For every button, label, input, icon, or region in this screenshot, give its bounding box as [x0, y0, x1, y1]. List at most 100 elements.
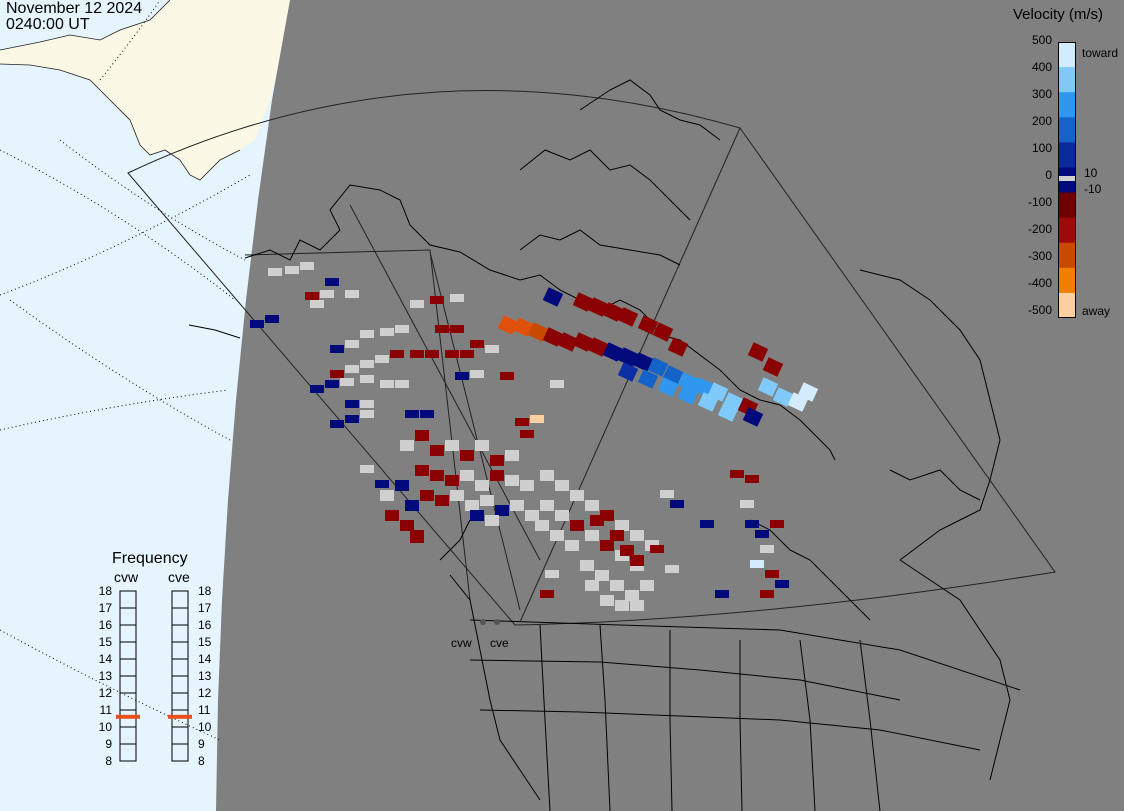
scatter-cell: [755, 530, 769, 538]
scatter-cell: [657, 377, 679, 397]
scatter-cell: [542, 327, 564, 347]
scatter-cell: [630, 600, 644, 611]
velocity-tick-label: 200: [1031, 114, 1052, 128]
scatter-cell: [617, 362, 639, 382]
scatter-cell: [610, 530, 624, 541]
colorbar-segment: [1058, 242, 1076, 269]
cve-column-label: cve: [168, 569, 190, 585]
scatter-cell: [380, 490, 394, 501]
scatter-cell: [717, 402, 739, 422]
colorbar-segment: [1058, 142, 1076, 168]
scatter-cell: [765, 570, 779, 578]
scatter-cell: [320, 290, 334, 298]
scatter-cell: [617, 307, 639, 327]
plus-ten-label: 10: [1084, 166, 1098, 180]
scatter-cell: [585, 500, 599, 511]
scatter-cell: [600, 540, 614, 551]
scatter-cell: [677, 385, 699, 405]
velocity-cells: [250, 262, 819, 611]
scatter-cell: [405, 410, 419, 418]
velocity-colorbar: [1058, 42, 1076, 318]
scatter-cell: [395, 480, 409, 491]
scatter-cell: [360, 400, 374, 408]
scatter-cell: [770, 520, 784, 528]
scatter-cell: [410, 350, 424, 358]
cve-frequency-tick: 14: [198, 652, 212, 666]
colorbar-segment: [1058, 42, 1076, 68]
colorbar-segment: [1058, 117, 1076, 143]
scatter-cell: [647, 357, 669, 377]
cvw-frequency-marker: [116, 714, 140, 719]
cve-frequency-tick: 9: [198, 737, 205, 751]
scatter-cell: [625, 590, 639, 601]
cvw-site-label: cvw: [451, 636, 472, 650]
scatter-cell: [310, 300, 324, 308]
scatter-cell: [550, 380, 564, 388]
scatter-cell: [455, 372, 469, 380]
scatter-cell: [465, 500, 479, 511]
cve-site-label: cve: [490, 636, 509, 650]
velocity-tick-label: -100: [1027, 195, 1052, 209]
scatter-cell: [460, 450, 474, 461]
cve-frequency-tick: 10: [198, 720, 212, 734]
scatter-cell: [345, 290, 359, 298]
scatter-cell: [430, 445, 444, 456]
scatter-cell: [360, 375, 374, 383]
scatter-cell: [285, 266, 299, 274]
velocity-scale-title: Velocity (m/s): [1013, 6, 1104, 23]
scatter-cell: [740, 500, 754, 508]
scatter-cell: [430, 470, 444, 481]
scatter-cell: [385, 510, 399, 521]
scatter-cell: [550, 530, 564, 541]
scatter-cell: [637, 315, 659, 335]
scatter-cell: [460, 350, 474, 358]
velocity-tick-label: -500: [1027, 303, 1052, 317]
scatter-cell: [330, 345, 344, 353]
date-label: November 12 2024: [6, 0, 143, 17]
velocity-tick-label: 400: [1031, 60, 1052, 74]
cve-frequency-tick: 12: [198, 686, 212, 700]
scatter-cell: [450, 294, 464, 302]
velocity-tick-label: 500: [1031, 33, 1052, 47]
velocity-tick-label: 300: [1031, 87, 1052, 101]
scatter-cell: [617, 347, 639, 367]
colorbar-ground-scatter: [1058, 176, 1076, 181]
scatter-cell: [587, 297, 609, 317]
scatter-cell: [742, 407, 764, 427]
scatter-cell: [265, 315, 279, 323]
scatter-cell: [545, 570, 559, 578]
scatter-cell: [400, 440, 414, 451]
colorbar-segment: [1058, 267, 1076, 294]
day-grid-lines: [0, 0, 251, 741]
scatter-cell: [450, 490, 464, 501]
cve-radar-site: [494, 619, 500, 625]
time-label: 0240:00 UT: [6, 16, 90, 33]
scatter-cell: [480, 495, 494, 506]
scatter-cell: [330, 370, 344, 378]
scatter-cell: [470, 340, 484, 348]
scatter-cell: [375, 355, 389, 363]
scatter-cell: [540, 590, 554, 598]
scatter-cell: [500, 372, 514, 380]
scatter-cell: [745, 520, 759, 528]
scatter-cell: [595, 570, 609, 581]
scatter-cell: [405, 500, 419, 511]
scatter-cell: [420, 490, 434, 501]
scatter-cell: [380, 380, 394, 388]
cvw-frequency-tick: 16: [99, 618, 113, 632]
scatter-cell: [610, 580, 624, 591]
scatter-cell: [435, 495, 449, 506]
night-region: [216, 0, 1124, 811]
scatter-cell: [570, 520, 584, 531]
velocity-tick-label: 0: [1045, 168, 1052, 182]
cve-frequency-tick: 8: [198, 754, 205, 768]
scatter-cell: [375, 480, 389, 488]
alaska-land-day: [0, 0, 290, 180]
scatter-cell: [420, 410, 434, 418]
scatter-cell: [750, 560, 764, 568]
velocity-tick-label: -400: [1027, 276, 1052, 290]
cve-frequency-tick: 17: [198, 601, 212, 615]
scatter-cell: [527, 322, 549, 342]
scatter-cell: [512, 317, 534, 337]
scatter-cell: [700, 520, 714, 528]
